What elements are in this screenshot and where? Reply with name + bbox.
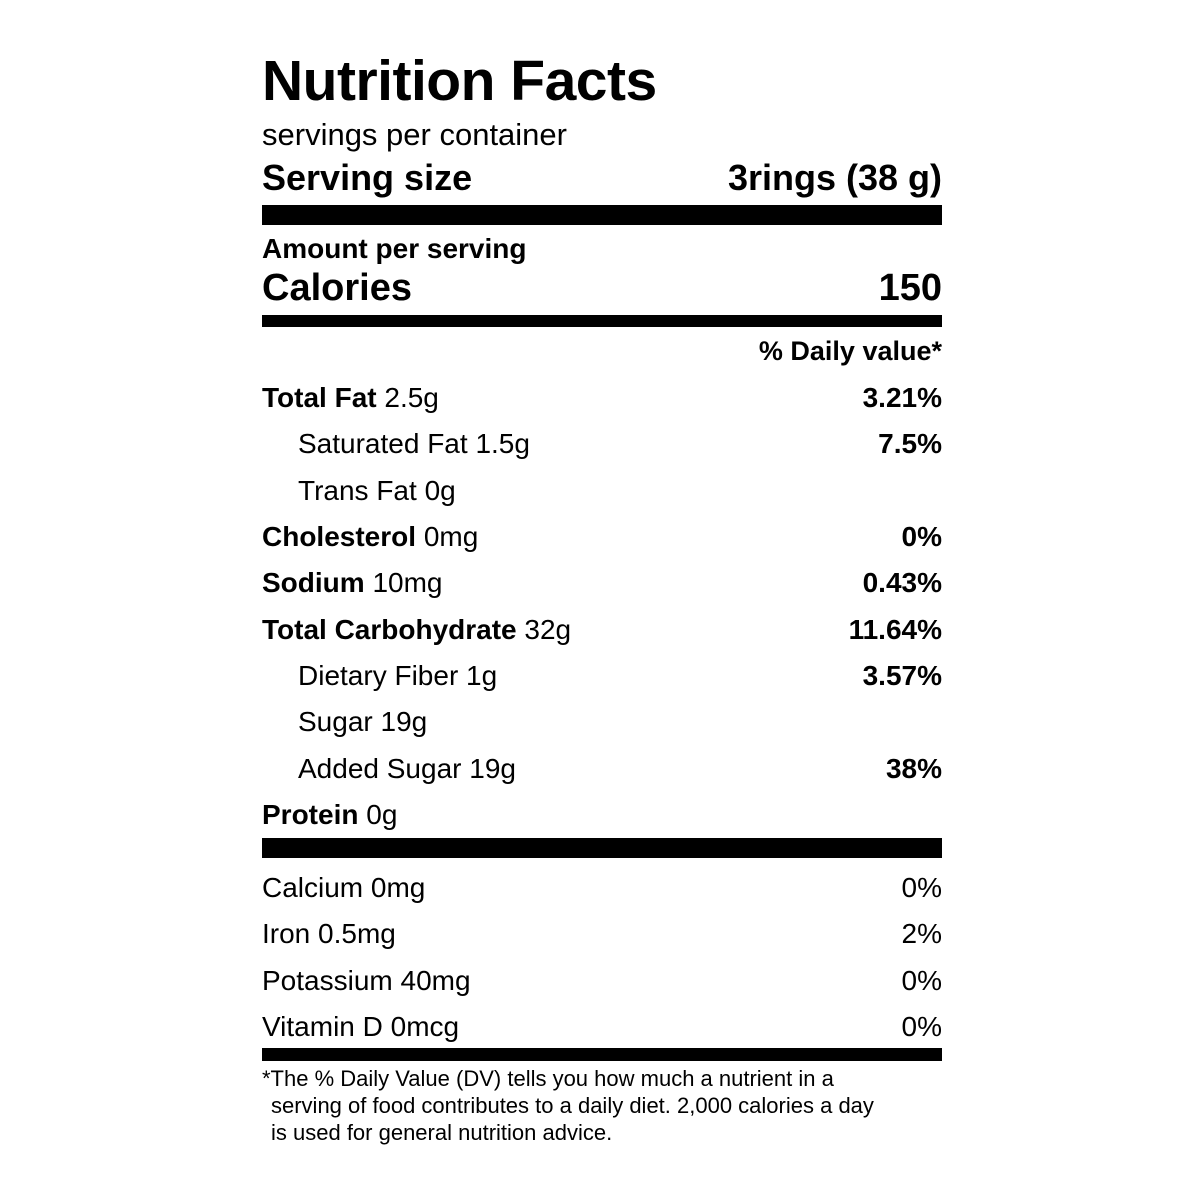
vitamin-label: Vitamin D 0mcg	[262, 1011, 460, 1043]
serving-size-value: 3rings (38 g)	[727, 157, 942, 198]
daily-value-header: % Daily value*	[758, 336, 942, 366]
nutrient-name: Sugar	[298, 706, 373, 738]
nutrient-row-sugar: Sugar 19g	[262, 699, 942, 745]
nutrient-name: Saturated Fat	[298, 428, 468, 460]
nutrient-dv: 38%	[885, 752, 942, 784]
nutrient-row-cholesterol: Cholesterol 0mg 0%	[262, 514, 942, 560]
nutrient-amount: 0g	[366, 798, 398, 830]
footnote-line: *The % Daily Value (DV) tells you how mu…	[262, 1066, 834, 1091]
vitamin-dv: 0%	[901, 964, 942, 996]
thick-divider	[262, 838, 942, 858]
nutrient-name: Trans Fat	[298, 474, 417, 506]
medium-divider	[262, 1048, 942, 1061]
nutrient-row-trans-fat: Trans Fat 0g	[262, 468, 942, 514]
nutrient-name: Total Carbohydrate	[262, 613, 517, 645]
vitamin-row-iron: Iron 0.5mg 2%	[262, 911, 942, 957]
nutrient-name: Added Sugar	[298, 752, 462, 784]
nutrient-amount: 0mg	[423, 521, 479, 553]
calories-value: 150	[878, 267, 942, 309]
nutrient-dv: 3.57%	[862, 659, 942, 691]
vitamin-row-vitamin-d: Vitamin D 0mcg 0%	[262, 1004, 942, 1050]
nutrient-name: Dietary Fiber	[298, 659, 459, 691]
nutrient-amount: 2.5g	[384, 382, 439, 414]
vitamin-label: Calcium 0mg	[262, 872, 426, 904]
nutrient-row-total-fat: Total Fat 2.5g 3.21%	[262, 375, 942, 421]
nutrient-amount: 19g	[469, 752, 516, 784]
calories-label: Calories	[262, 267, 412, 309]
footnote-line: serving of food contributes to a daily d…	[271, 1093, 874, 1118]
nutrient-row-dietary-fiber: Dietary Fiber 1g 3.57%	[262, 653, 942, 699]
nutrient-amount: 19g	[380, 706, 428, 738]
footnote-line: is used for general nutrition advice.	[271, 1120, 613, 1145]
nutrient-row-protein: Protein 0g	[262, 792, 942, 838]
nutrient-amount: 1.5g	[475, 428, 530, 460]
vitamin-list: Calcium 0mg 0% Iron 0.5mg 2% Potassium 40m…	[262, 865, 942, 1050]
nutrient-name: Total Fat	[262, 382, 377, 414]
amount-per-serving: Amount per serving	[262, 233, 527, 264]
nutrient-dv: 0%	[901, 521, 942, 553]
nutrient-row-added-sugar: Added Sugar 19g 38%	[262, 745, 942, 791]
vitamin-dv: 2%	[901, 918, 942, 950]
nutrient-amount: 32g	[524, 613, 572, 645]
nutrient-amount: 0g	[424, 474, 456, 506]
nutrient-name: Sodium	[262, 567, 365, 599]
label-title: Nutrition Facts	[262, 49, 657, 113]
serving-size-row: Serving size 3rings (38 g)	[262, 157, 942, 199]
serving-size-label: Serving size	[262, 157, 473, 198]
servings-per-container: servings per container	[262, 117, 567, 152]
footnote: *The % Daily Value (DV) tells you how mu…	[262, 1065, 942, 1146]
nutrient-row-saturated-fat: Saturated Fat 1.5g 7.5%	[262, 421, 942, 467]
nutrient-row-total-carbohydrate: Total Carbohydrate 32g 11.64%	[262, 606, 942, 652]
nutrient-dv: 0.43%	[862, 567, 942, 599]
vitamin-row-potassium: Potassium 40mg 0%	[262, 958, 942, 1004]
nutrient-amount: 10mg	[372, 567, 443, 599]
nutrient-amount: 1g	[466, 659, 498, 691]
nutrient-name: Cholesterol	[262, 521, 417, 553]
nutrient-row-sodium: Sodium 10mg 0.43%	[262, 560, 942, 606]
vitamin-dv: 0%	[901, 1011, 942, 1043]
vitamin-row-calcium: Calcium 0mg 0%	[262, 865, 942, 911]
thick-divider	[262, 205, 942, 225]
nutrient-list: Total Fat 2.5g 3.21% Saturated Fat 1.5g 7.…	[262, 375, 942, 838]
vitamin-dv: 0%	[901, 872, 942, 904]
vitamin-label: Iron 0.5mg	[262, 918, 396, 950]
nutrient-dv: 7.5%	[878, 428, 942, 460]
medium-divider	[262, 315, 942, 327]
vitamin-label: Potassium 40mg	[262, 964, 471, 996]
nutrient-dv: 11.64%	[848, 613, 942, 645]
calories-row: Calories 150	[262, 266, 942, 310]
nutrient-name: Protein	[262, 798, 359, 830]
nutrient-dv: 3.21%	[862, 382, 942, 414]
